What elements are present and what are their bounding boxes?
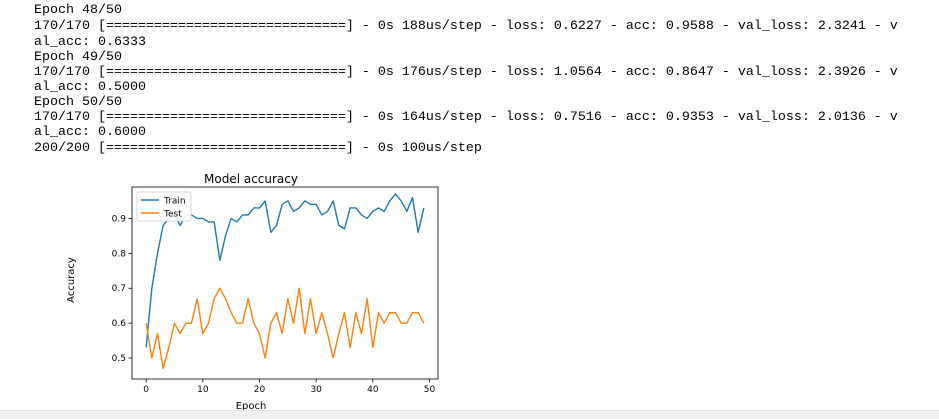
legend-label-train: Train	[163, 197, 186, 207]
x-tick-label: 20	[254, 385, 266, 395]
log-line-epoch-49: Epoch 49/50	[34, 50, 122, 65]
log-line-evaluate: 200/200 [==============================]…	[34, 141, 482, 156]
cell-output-area: Epoch 48/50 170/170 [===================…	[34, 0, 939, 418]
x-axis-label: Epoch	[236, 401, 267, 412]
log-line-epoch-48: Epoch 48/50	[34, 3, 122, 18]
plot-frame	[131, 186, 439, 380]
log-line-val-acc-48: al_acc: 0.6333	[34, 35, 146, 50]
x-tick-label: 10	[197, 385, 209, 395]
log-line-progress-49: 170/170 [==============================]…	[34, 65, 898, 80]
legend: Train Test	[136, 191, 192, 222]
series-layer	[145, 193, 425, 370]
horizontal-scrollbar[interactable]	[0, 410, 939, 419]
y-tick-label: 0.8	[112, 249, 127, 259]
log-line-progress-50: 170/170 [==============================]…	[34, 110, 898, 125]
series-line-test	[145, 287, 425, 370]
x-tick-label: 30	[310, 385, 322, 395]
y-tick-label: 0.7	[112, 284, 126, 294]
y-axis-label: Accuracy	[66, 257, 77, 303]
chart-title: Model accuracy	[204, 172, 298, 186]
y-axis-ticks: 0.5 0.6 0.7 0.8 0.9	[112, 214, 132, 364]
x-tick-label: 50	[424, 385, 436, 395]
x-tick-label: 0	[143, 385, 149, 395]
log-line-val-acc-49: al_acc: 0.5000	[34, 80, 146, 95]
log-line-epoch-50: Epoch 50/50	[34, 95, 122, 110]
log-line-progress-48: 170/170 [==============================]…	[34, 19, 898, 34]
x-tick-label: 40	[367, 385, 379, 395]
accuracy-chart: Model accuracy Epoch Accuracy 0 10 20 30 40 5…	[64, 168, 444, 412]
legend-label-test: Test	[163, 210, 182, 220]
log-line-val-acc-50: al_acc: 0.6000	[34, 125, 146, 140]
y-tick-label: 0.5	[112, 354, 126, 364]
y-tick-label: 0.9	[112, 214, 127, 224]
y-tick-label: 0.6	[112, 319, 127, 329]
x-axis-ticks: 0 10 20 30 40 50	[143, 379, 435, 395]
series-line-train	[145, 193, 425, 348]
